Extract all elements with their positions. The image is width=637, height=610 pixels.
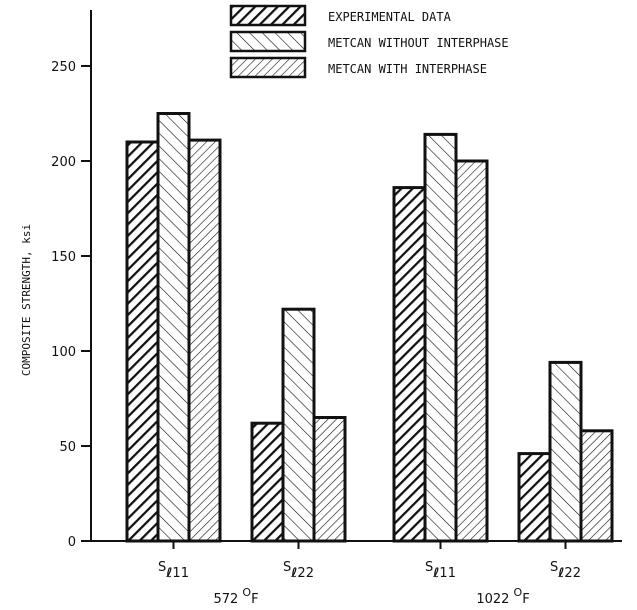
x-tick-label: Sℓ11 [158,560,189,581]
bar [250,421,285,543]
group-label: 572 OF [213,586,258,607]
bar [579,429,614,543]
x-tick-label: Sℓ22 [283,560,314,581]
bar [423,132,458,543]
y-axis-label: COMPOSITE STRENGTH, ksi [20,224,33,376]
x-tick-label: Sℓ22 [550,560,581,581]
group-label: 1022 OF [476,586,529,607]
legend-label-experimental: EXPERIMENTAL DATA [328,10,452,24]
bar [187,138,222,543]
legend-item-experimental: EXPERIMENTAL DATA [229,4,452,27]
y-tick-label: 50 [59,440,76,455]
legend-swatch-experimental [229,4,307,27]
y-tick-label: 100 [51,345,76,360]
bar [517,452,552,543]
bar [548,360,583,543]
bar [281,307,316,543]
bars [125,112,614,543]
legend: EXPERIMENTAL DATA METCAN WITHOUT INTERPH… [229,4,509,79]
y-tick-label: 0 [68,535,76,550]
legend-item-with-interphase: METCAN WITH INTERPHASE [229,56,487,79]
x-tick-label: Sℓ11 [425,560,456,581]
y-tick-label: 200 [51,155,76,170]
y-tick-label: 250 [51,60,76,75]
legend-label-without-interphase: METCAN WITHOUT INTERPHASE [328,36,509,50]
legend-swatch-with-interphase [229,56,307,79]
x-labels: Sℓ11 Sℓ22 Sℓ11 Sℓ22 [158,541,581,581]
bar [156,112,191,543]
legend-item-without-interphase: METCAN WITHOUT INTERPHASE [229,30,509,53]
legend-label-with-interphase: METCAN WITH INTERPHASE [328,62,487,76]
legend-swatch-without-interphase [229,30,307,53]
group-labels: 572 OF 1022 OF [213,586,529,607]
bar [312,416,347,543]
bar [392,186,427,543]
bar [125,140,160,543]
bar [454,159,489,543]
y-tick-label: 150 [51,250,76,265]
y-ticks: 0 50 100 150 200 250 [51,60,91,550]
